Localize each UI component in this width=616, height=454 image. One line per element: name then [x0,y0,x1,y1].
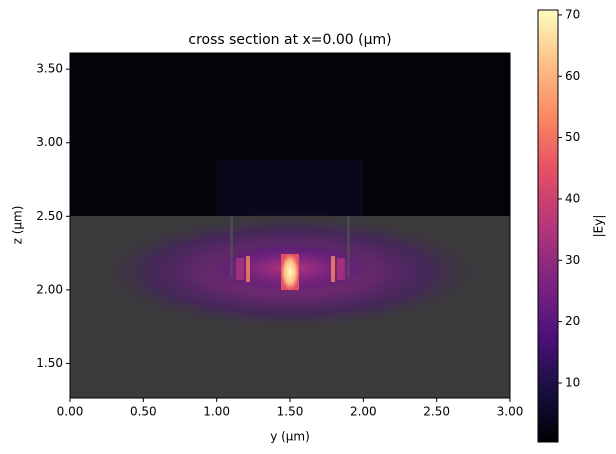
y-tick-label: 3.50 [36,62,63,76]
colorbar [538,10,558,442]
x-tick-label: 1.00 [203,405,230,419]
colorbar-tick-label: 70 [565,7,580,21]
y-tick-label: 2.50 [36,209,63,223]
y-axis-label: z (μm) [11,206,25,245]
x-axis-label: y (μm) [270,430,310,444]
colorbar-tick-label: 10 [565,375,580,389]
y-tick-label: 1.50 [36,356,63,370]
colorbar-tick-label: 40 [565,191,580,205]
y-tick-label: 2.00 [36,282,63,296]
y-tick-label: 3.00 [36,135,63,149]
colorbar-tick-label: 50 [565,130,580,144]
x-tick-label: 1.50 [277,405,304,419]
field-image [70,53,510,398]
chart-title: cross section at x=0.00 (μm) [188,32,391,48]
colorbar-frame [537,9,559,443]
x-tick-label: 2.50 [423,405,450,419]
x-tick-label: 0.50 [130,405,157,419]
x-tick-label: 3.00 [497,405,524,419]
colorbar-label: |Ey| [592,215,606,238]
x-tick-label: 2.00 [350,405,377,419]
colorbar-tick-label: 30 [565,253,580,267]
x-tick-label: 0.00 [57,405,84,419]
colorbar-tick-label: 20 [565,314,580,328]
colorbar-tick-label: 60 [565,69,580,83]
